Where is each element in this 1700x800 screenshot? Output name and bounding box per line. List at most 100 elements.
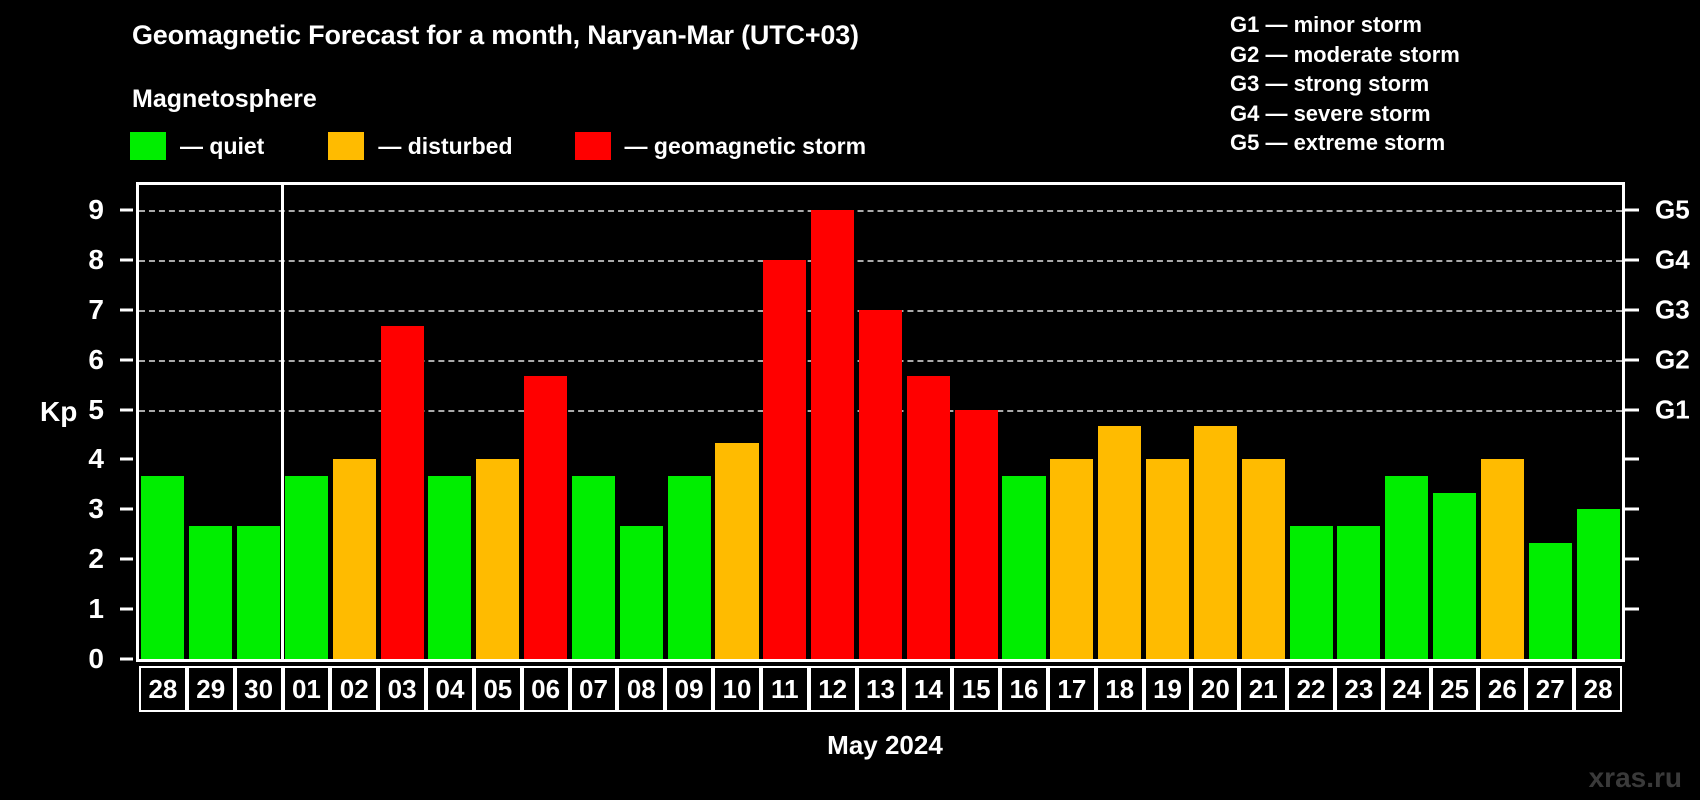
g-tick-label-G2: G2	[1655, 344, 1690, 375]
date-label-29[interactable]: 27	[1526, 666, 1575, 712]
bar-24[interactable]	[1385, 475, 1429, 659]
date-label-13[interactable]: 11	[760, 666, 809, 712]
bar-06[interactable]	[524, 376, 568, 659]
y-tick-mark-1	[120, 607, 133, 611]
bar-07[interactable]	[571, 475, 615, 659]
legend-swatch-disturbed-icon	[328, 132, 365, 160]
g-tick-label-G1: G1	[1655, 394, 1690, 425]
bars-layer	[139, 185, 1622, 659]
x-axis-date-labels: 28 29 30 01 02 03 04 05 06 07 08 09 10 11 12 13 14 15 16 17…	[136, 666, 1625, 712]
plot-area	[136, 182, 1625, 662]
date-label-4[interactable]: 02	[330, 666, 379, 712]
legend-item-quiet: — quiet	[130, 132, 264, 160]
y-tick-mark-5	[120, 408, 133, 412]
date-label-1[interactable]: 29	[186, 666, 235, 712]
bar-12[interactable]	[811, 209, 855, 659]
date-label-17[interactable]: 15	[952, 666, 1001, 712]
y-tick-mark-8	[120, 258, 133, 262]
date-label-2[interactable]: 30	[234, 666, 283, 712]
date-label-18[interactable]: 16	[1000, 666, 1048, 712]
bar-13[interactable]	[858, 309, 903, 659]
date-label-12[interactable]: 10	[713, 666, 761, 712]
date-label-19[interactable]: 17	[1047, 666, 1096, 712]
date-label-15[interactable]: 13	[856, 666, 905, 712]
date-label-14[interactable]: 12	[808, 666, 857, 712]
y-tick-label-6: 6	[88, 343, 104, 375]
date-label-30[interactable]: 28	[1574, 666, 1622, 712]
date-label-0[interactable]: 28	[139, 666, 187, 712]
bar-01[interactable]	[284, 475, 328, 659]
bar-29[interactable]	[189, 525, 233, 659]
g-scale-line-g5: G5 — extreme storm	[1230, 130, 1446, 155]
g-tick-mark-G5	[1625, 208, 1639, 212]
date-label-23[interactable]: 21	[1239, 666, 1288, 712]
legend-label-storm: — geomagnetic storm	[624, 132, 867, 159]
legend-label-quiet: — quiet	[180, 132, 265, 159]
bar-26[interactable]	[1480, 459, 1524, 659]
right-minor-tick-4	[1625, 457, 1639, 461]
legend-heading: Magnetosphere	[132, 85, 317, 113]
y-tick-label-0: 0	[88, 643, 104, 674]
bar-30[interactable]	[237, 525, 281, 659]
bar-16[interactable]	[1002, 475, 1046, 659]
bar-25[interactable]	[1433, 492, 1477, 659]
g-scale-line-g4: G4 — severe storm	[1230, 100, 1431, 126]
bar-02[interactable]	[332, 459, 376, 659]
bar-10[interactable]	[715, 442, 759, 659]
date-label-5[interactable]: 03	[378, 666, 427, 712]
date-label-11[interactable]: 09	[665, 666, 714, 712]
bar-15[interactable]	[954, 409, 998, 659]
date-label-26[interactable]: 24	[1382, 666, 1431, 712]
date-label-7[interactable]: 05	[473, 666, 522, 712]
g-tick-mark-G1	[1625, 408, 1639, 412]
date-label-3[interactable]: 01	[282, 666, 331, 712]
g-scale-line-g3: G3 — strong storm	[1230, 71, 1430, 96]
y-tick-mark-6	[120, 358, 133, 362]
y-tick-mark-4	[120, 457, 133, 461]
g-tick-label-G5: G5	[1655, 194, 1690, 225]
plot-inner	[139, 185, 1622, 659]
legend-swatch-storm-icon	[574, 132, 611, 160]
date-label-20[interactable]: 18	[1095, 666, 1144, 712]
g-tick-label-G3: G3	[1655, 294, 1690, 325]
date-label-6[interactable]: 04	[426, 666, 474, 712]
y-tick-label-2: 2	[88, 543, 104, 575]
bar-19[interactable]	[1146, 459, 1190, 659]
bar-27[interactable]	[1528, 542, 1572, 659]
right-minor-tick-1	[1625, 607, 1639, 611]
bar-22[interactable]	[1289, 525, 1333, 659]
bar-23[interactable]	[1337, 525, 1381, 659]
y-tick-mark-0	[120, 657, 133, 661]
bar-08[interactable]	[619, 525, 663, 659]
bar-05[interactable]	[476, 459, 520, 659]
date-label-25[interactable]: 23	[1334, 666, 1383, 712]
date-label-9[interactable]: 07	[569, 666, 618, 712]
y-tick-mark-7	[120, 308, 133, 312]
y-tick-mark-2	[120, 557, 133, 561]
date-label-24[interactable]: 22	[1287, 666, 1335, 712]
bar-04[interactable]	[428, 475, 472, 659]
y-axis-right-gscale: G1 G2 G3 G4 G5	[1625, 182, 1700, 662]
bar-14[interactable]	[906, 376, 950, 659]
bar-18[interactable]	[1098, 426, 1142, 659]
date-label-16[interactable]: 14	[904, 666, 953, 712]
y-tick-mark-3	[120, 507, 133, 511]
bar-20[interactable]	[1193, 426, 1237, 659]
bar-17[interactable]	[1050, 459, 1094, 659]
y-tick-label-3: 3	[88, 493, 104, 525]
date-label-10[interactable]: 08	[617, 666, 666, 712]
bar-21[interactable]	[1241, 459, 1285, 659]
bar-28[interactable]	[141, 475, 185, 659]
g-tick-label-G4: G4	[1655, 244, 1690, 275]
bar-28[interactable]	[1576, 509, 1620, 659]
date-label-28[interactable]: 26	[1478, 666, 1527, 712]
bar-03[interactable]	[380, 326, 424, 659]
x-axis-title: May 2024	[827, 730, 943, 760]
date-label-22[interactable]: 20	[1191, 666, 1240, 712]
bar-09[interactable]	[667, 475, 711, 659]
date-label-21[interactable]: 19	[1143, 666, 1192, 712]
date-label-8[interactable]: 06	[521, 666, 570, 712]
date-label-27[interactable]: 25	[1430, 666, 1479, 712]
bar-11[interactable]	[763, 259, 807, 659]
